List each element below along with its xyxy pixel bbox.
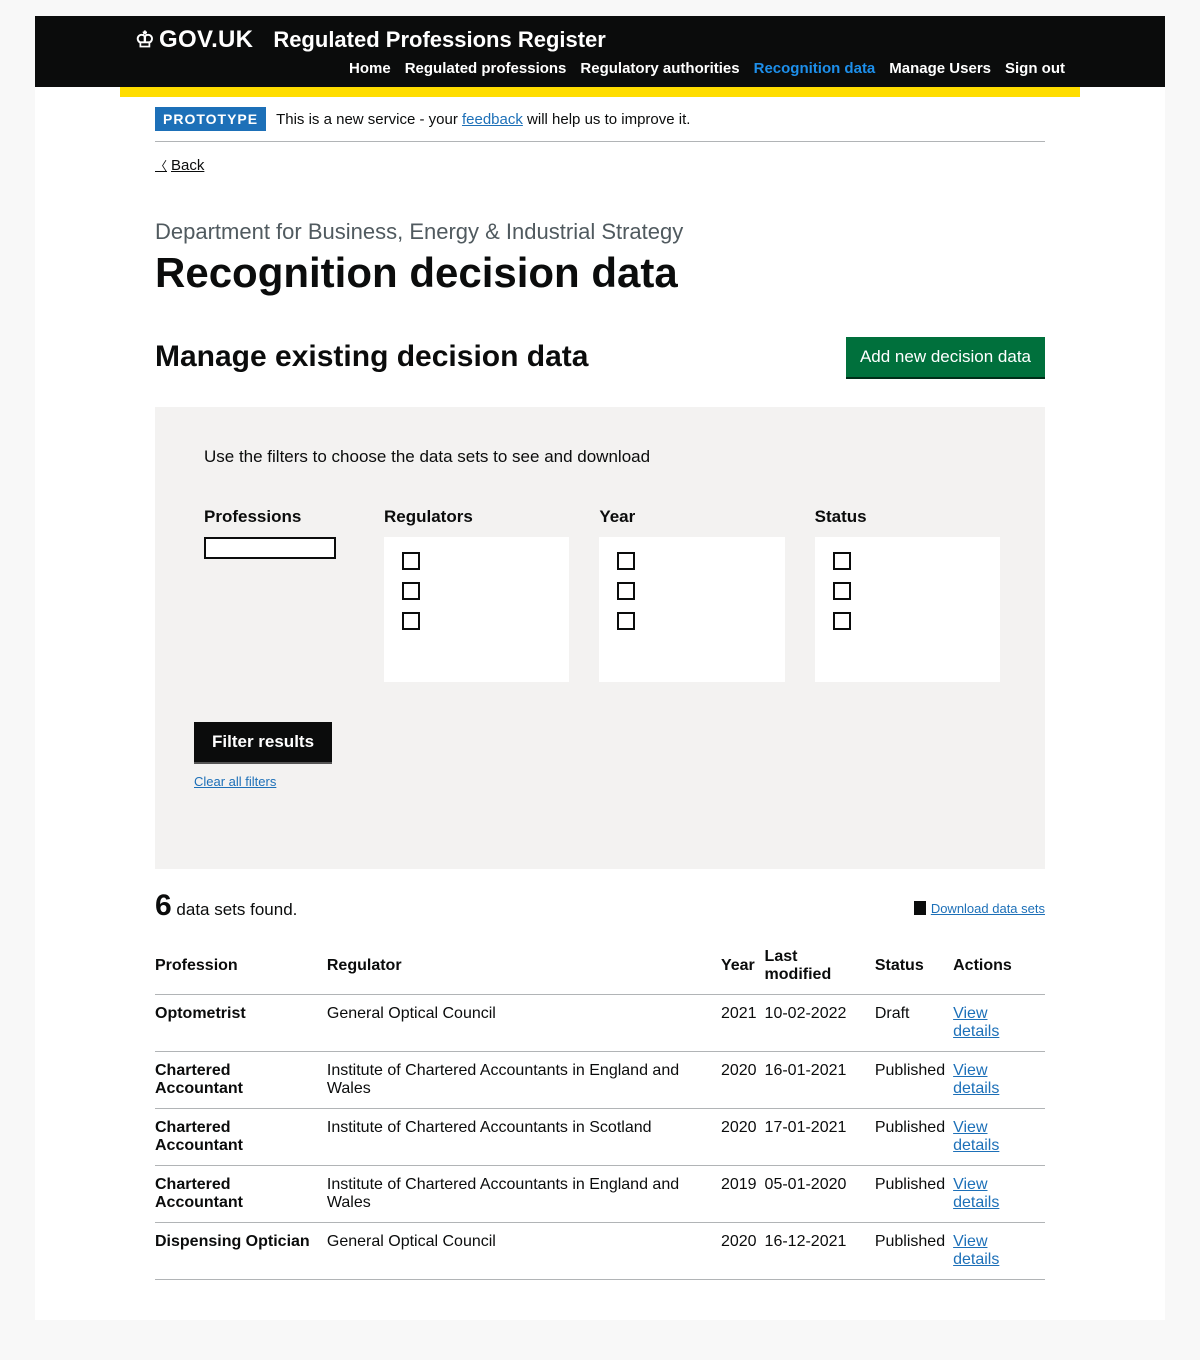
table-row: Chartered AccountantInstitute of Charter… xyxy=(155,1109,1045,1166)
nav-link-regulatory-authorities[interactable]: Regulatory authorities xyxy=(580,60,739,77)
cell-last-modified: 17-01-2021 xyxy=(765,1109,875,1166)
col-actions: Actions xyxy=(953,938,1045,995)
chevron-left-icon: 〈 xyxy=(155,157,167,174)
cell-regulator: Institute of Chartered Accountants in En… xyxy=(327,1166,721,1223)
col-last-modified: Last modified xyxy=(765,938,875,995)
cell-actions: View details xyxy=(953,1109,1045,1166)
checkbox[interactable] xyxy=(617,612,635,630)
year-checkbox-group xyxy=(599,537,784,682)
download-icon xyxy=(914,901,926,915)
govuk-logo[interactable]: ♔ GOV.UK xyxy=(135,26,253,54)
nav-link-regulated-professions[interactable]: Regulated professions xyxy=(405,60,567,77)
col-status: Status xyxy=(875,938,953,995)
table-row: Chartered AccountantInstitute of Charter… xyxy=(155,1166,1045,1223)
feedback-link[interactable]: feedback xyxy=(462,111,523,128)
manage-heading: Manage existing decision data xyxy=(155,340,588,374)
nav-link-home[interactable]: Home xyxy=(349,60,391,77)
cell-status: Published xyxy=(875,1166,953,1223)
cell-status: Published xyxy=(875,1223,953,1280)
checkbox[interactable] xyxy=(402,582,420,600)
nav-link-manage-users[interactable]: Manage Users xyxy=(889,60,991,77)
checkbox[interactable] xyxy=(402,552,420,570)
cell-year: 2020 xyxy=(721,1223,765,1280)
filter-instruction: Use the filters to choose the data sets … xyxy=(204,447,1000,467)
checkbox[interactable] xyxy=(617,552,635,570)
filter-panel: Use the filters to choose the data sets … xyxy=(155,407,1045,869)
filter-label-year: Year xyxy=(599,507,784,527)
add-decision-data-button[interactable]: Add new decision data xyxy=(846,337,1045,377)
phase-banner: PROTOTYPE This is a new service - your f… xyxy=(155,97,1045,142)
back-link[interactable]: 〈 Back xyxy=(155,157,204,174)
regulators-checkbox-group xyxy=(384,537,569,682)
phase-tag: PROTOTYPE xyxy=(155,107,266,131)
checkbox[interactable] xyxy=(833,612,851,630)
view-details-link[interactable]: View details xyxy=(953,1005,999,1040)
cell-status: Published xyxy=(875,1109,953,1166)
view-details-link[interactable]: View details xyxy=(953,1119,999,1154)
site-header: ♔ GOV.UK Regulated Professions Register … xyxy=(35,16,1165,87)
professions-input[interactable] xyxy=(204,537,336,559)
phase-text: This is a new service - your feedback wi… xyxy=(276,111,690,128)
table-row: Chartered AccountantInstitute of Charter… xyxy=(155,1052,1045,1109)
govuk-logo-text: GOV.UK xyxy=(159,26,253,54)
cell-regulator: General Optical Council xyxy=(327,995,721,1052)
cell-last-modified: 16-12-2021 xyxy=(765,1223,875,1280)
cell-year: 2021 xyxy=(721,995,765,1052)
cell-profession: Chartered Accountant xyxy=(155,1052,327,1109)
cell-last-modified: 16-01-2021 xyxy=(765,1052,875,1109)
page-caption: Department for Business, Energy & Indust… xyxy=(155,219,1045,245)
cell-last-modified: 05-01-2020 xyxy=(765,1166,875,1223)
service-name: Regulated Professions Register xyxy=(273,27,1065,53)
cell-year: 2020 xyxy=(721,1052,765,1109)
cell-year: 2020 xyxy=(721,1109,765,1166)
nav-link-recognition-data[interactable]: Recognition data xyxy=(754,60,876,77)
cell-profession: Optometrist xyxy=(155,995,327,1052)
cell-profession: Dispensing Optician xyxy=(155,1223,327,1280)
col-regulator: Regulator xyxy=(327,938,721,995)
page-title: Recognition decision data xyxy=(155,249,1045,297)
col-profession: Profession xyxy=(155,938,327,995)
cell-regulator: Institute of Chartered Accountants in Sc… xyxy=(327,1109,721,1166)
view-details-link[interactable]: View details xyxy=(953,1062,999,1097)
view-details-link[interactable]: View details xyxy=(953,1233,999,1268)
cell-actions: View details xyxy=(953,1223,1045,1280)
filter-label-professions: Professions xyxy=(204,507,354,527)
cell-profession: Chartered Accountant xyxy=(155,1109,327,1166)
table-row: OptometristGeneral Optical Council202110… xyxy=(155,995,1045,1052)
cell-profession: Chartered Accountant xyxy=(155,1166,327,1223)
filter-label-regulators: Regulators xyxy=(384,507,569,527)
cell-regulator: General Optical Council xyxy=(327,1223,721,1280)
filter-results-button[interactable]: Filter results xyxy=(194,722,332,762)
table-row: Dispensing OpticianGeneral Optical Counc… xyxy=(155,1223,1045,1280)
checkbox[interactable] xyxy=(833,582,851,600)
results-count: 6 data sets found. xyxy=(155,889,297,923)
cell-actions: View details xyxy=(953,995,1045,1052)
cell-actions: View details xyxy=(953,1052,1045,1109)
download-datasets-link[interactable]: Download data sets xyxy=(914,901,1045,916)
status-checkbox-group xyxy=(815,537,1000,682)
col-year: Year xyxy=(721,938,765,995)
phase-stripe xyxy=(120,87,1080,97)
checkbox[interactable] xyxy=(833,552,851,570)
filter-label-status: Status xyxy=(815,507,1000,527)
crown-icon: ♔ xyxy=(135,29,155,51)
cell-year: 2019 xyxy=(721,1166,765,1223)
checkbox[interactable] xyxy=(617,582,635,600)
cell-regulator: Institute of Chartered Accountants in En… xyxy=(327,1052,721,1109)
cell-actions: View details xyxy=(953,1166,1045,1223)
primary-nav: Home Regulated professions Regulatory auth… xyxy=(120,54,1080,87)
cell-status: Draft xyxy=(875,995,953,1052)
view-details-link[interactable]: View details xyxy=(953,1176,999,1211)
clear-filters-link[interactable]: Clear all filters xyxy=(194,774,1000,789)
cell-last-modified: 10-02-2022 xyxy=(765,995,875,1052)
cell-status: Published xyxy=(875,1052,953,1109)
nav-link-sign-out[interactable]: Sign out xyxy=(1005,60,1065,77)
datasets-table: ProfessionRegulatorYearLast modifiedStat… xyxy=(155,938,1045,1280)
checkbox[interactable] xyxy=(402,612,420,630)
